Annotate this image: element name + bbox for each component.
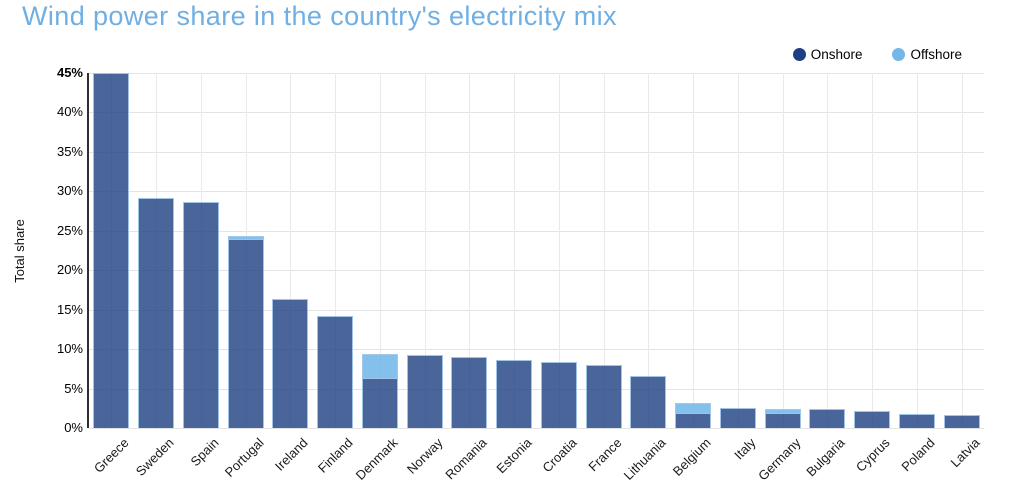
onshore-legend-label: Onshore (810, 47, 863, 62)
offshore-legend-label: Offshore (910, 47, 962, 62)
gridline-vertical (648, 73, 650, 428)
bar-poland[interactable] (898, 413, 935, 428)
bar-segment-onshore (361, 377, 398, 428)
gridline-horizontal (89, 349, 984, 351)
gridline-vertical (379, 73, 381, 428)
bar-portugal[interactable] (227, 235, 264, 428)
gridline-vertical (693, 73, 695, 428)
gridline-vertical (961, 73, 963, 428)
gridline-vertical (827, 73, 829, 428)
bar-segment-onshore (496, 360, 533, 428)
bar-segment-offshore (675, 402, 712, 414)
bar-denmark[interactable] (361, 353, 398, 428)
gridline-horizontal (89, 151, 984, 153)
bar-greece[interactable] (93, 73, 130, 428)
bar-segment-onshore (227, 238, 264, 428)
chart-title: Wind power share in the country's electr… (22, 1, 617, 31)
bar-segment-onshore (943, 414, 980, 428)
bar-segment-onshore (719, 407, 756, 428)
y-tick-label: 20% (56, 262, 83, 278)
bar-segment-onshore (182, 201, 219, 428)
bar-segment-offshore (227, 235, 264, 239)
bar-segment-onshore (451, 357, 488, 428)
bar-segment-onshore (764, 413, 801, 428)
y-tick-label: 15% (56, 301, 83, 317)
bar-italy[interactable] (719, 407, 756, 428)
gridline-vertical (424, 73, 426, 428)
y-tick-label: 10% (56, 341, 83, 357)
y-tick-label: 35% (56, 143, 83, 159)
onshore-legend-dot-icon (792, 48, 806, 61)
legend-item-offshore[interactable]: Offshore (892, 47, 962, 62)
y-axis-ticks: 0% 5% 10% 15% 20% 25% 30% 35% 40% 45% (23, 65, 83, 435)
y-tick-label: 45% (56, 65, 83, 80)
bar-segment-onshore (630, 375, 667, 428)
bar-finland[interactable] (317, 315, 354, 428)
bar-lithuania[interactable] (630, 375, 667, 428)
bar-estonia[interactable] (496, 360, 533, 428)
bar-romania[interactable] (451, 357, 488, 428)
bar-segment-onshore (809, 409, 846, 428)
gridline-horizontal (89, 309, 984, 311)
gridline-vertical (782, 73, 784, 428)
y-tick-label: 25% (56, 222, 83, 238)
y-tick-label: 0% (64, 420, 83, 435)
bar-spain[interactable] (182, 201, 219, 428)
gridline-horizontal (89, 112, 984, 114)
offshore-legend-dot-icon (892, 48, 906, 61)
bar-segment-onshore (540, 361, 577, 428)
gridline-vertical (916, 73, 918, 428)
bar-bulgaria[interactable] (809, 409, 846, 428)
legend: Onshore Offshore (792, 47, 962, 62)
plot-area: Greece Sweden Spain Portugal Ireland Finland D… (87, 73, 984, 483)
bar-segment-onshore (406, 355, 443, 428)
bar-segment-onshore (854, 410, 891, 428)
gridline-vertical (290, 73, 292, 428)
gridline-vertical (737, 73, 739, 428)
gridline-vertical (603, 73, 605, 428)
gridline-vertical (872, 73, 874, 428)
bar-croatia[interactable] (540, 361, 577, 428)
bar-segment-onshore (138, 197, 175, 428)
bar-segment-onshore (317, 315, 354, 428)
gridline-vertical (514, 73, 516, 428)
bar-belgium[interactable] (675, 402, 712, 428)
gridline-vertical (469, 73, 471, 428)
legend-item-onshore[interactable]: Onshore (792, 47, 863, 62)
gridline-vertical (558, 73, 560, 428)
bar-norway[interactable] (406, 355, 443, 428)
bar-france[interactable] (585, 364, 622, 428)
bar-ireland[interactable] (272, 299, 309, 428)
y-tick-label: 5% (64, 380, 83, 396)
y-tick-label: 30% (56, 183, 83, 199)
bar-latvia[interactable] (943, 414, 980, 428)
bar-segment-offshore (764, 409, 801, 414)
bar-cyprus[interactable] (854, 410, 891, 428)
gridline-horizontal (89, 191, 984, 193)
bar-segment-onshore (898, 413, 935, 428)
bar-segment-onshore (272, 299, 309, 428)
bar-germany[interactable] (764, 409, 801, 428)
gridline-horizontal (89, 230, 984, 232)
gridline-vertical (335, 73, 337, 428)
gridline-horizontal (89, 270, 984, 272)
y-tick-label: 40% (56, 104, 83, 120)
gridline-horizontal (89, 388, 984, 390)
bar-segment-onshore (93, 73, 130, 428)
bar-segment-onshore (585, 364, 622, 428)
gridline-horizontal (89, 73, 984, 74)
bar-segment-onshore (675, 413, 712, 428)
gridline-horizontal (89, 428, 984, 429)
bar-sweden[interactable] (138, 197, 175, 428)
bar-segment-offshore (361, 353, 398, 378)
